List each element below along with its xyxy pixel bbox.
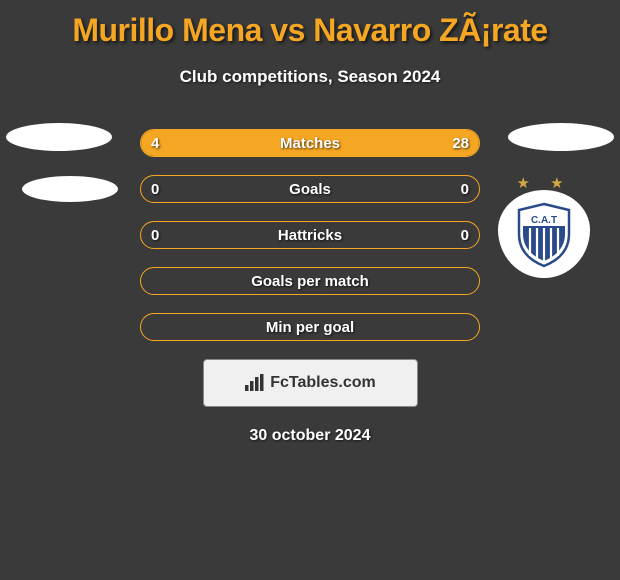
stat-label: Goals xyxy=(141,176,479,203)
stat-row-goals: 0 Goals 0 xyxy=(140,175,480,203)
stat-label: Min per goal xyxy=(141,314,479,341)
stat-row-goals-per-match: Goals per match xyxy=(140,267,480,295)
page-subtitle: Club competitions, Season 2024 xyxy=(0,67,620,87)
stat-row-min-per-goal: Min per goal xyxy=(140,313,480,341)
stat-value-right: 28 xyxy=(452,130,469,157)
stat-row-hattricks: 0 Hattricks 0 xyxy=(140,221,480,249)
stat-value-right: 0 xyxy=(461,222,469,249)
fctables-logo: FcTables.com xyxy=(203,359,418,407)
page-title: Murillo Mena vs Navarro ZÃ¡rate xyxy=(0,0,620,49)
stat-row-matches: 4 Matches 28 xyxy=(140,129,480,157)
stat-label: Goals per match xyxy=(141,268,479,295)
date-text: 30 october 2024 xyxy=(0,427,620,445)
stat-label: Hattricks xyxy=(141,222,479,249)
chart-icon xyxy=(244,374,264,392)
stat-value-right: 0 xyxy=(461,176,469,203)
player-avatar-left-1 xyxy=(6,123,112,151)
badge-text: C.A.T xyxy=(513,215,575,226)
player-avatar-right-1 xyxy=(508,123,614,151)
stat-label: Matches xyxy=(141,130,479,157)
player-avatar-left-2 xyxy=(22,176,118,202)
stats-container: 4 Matches 28 0 Goals 0 0 Hattricks 0 Goa… xyxy=(140,129,480,407)
shield-icon xyxy=(513,200,575,268)
club-badge: ★ ★ C.A.T xyxy=(494,178,594,278)
badge-shield: C.A.T xyxy=(498,190,590,278)
logo-text: FcTables.com xyxy=(270,374,376,392)
